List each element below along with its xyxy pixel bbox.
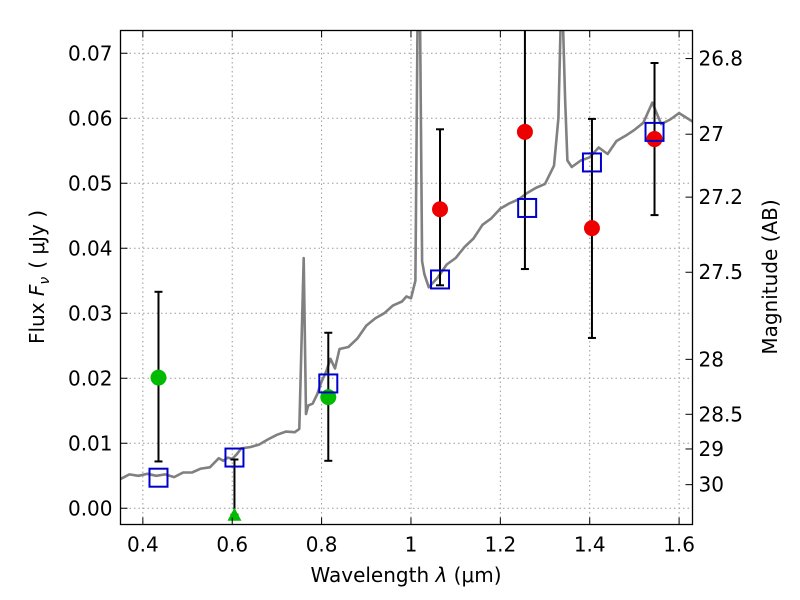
x-tick-label: 0.4 xyxy=(127,533,159,557)
gridlines xyxy=(120,30,693,525)
y-tick-label: 0.06 xyxy=(68,106,113,130)
x-axis-label: Wavelength λ (μm) xyxy=(310,563,501,587)
model-square xyxy=(148,467,169,488)
x-tick-label: 0.6 xyxy=(216,533,248,557)
model-square xyxy=(517,197,538,218)
model-square xyxy=(644,121,665,142)
y2-tick-label: 29 xyxy=(699,437,724,461)
y2-tick-label: 26.8 xyxy=(699,47,744,71)
y-tick-label: 0.01 xyxy=(68,431,113,455)
y2-axis-label: Magnitude (AB) xyxy=(758,199,782,354)
data-point-circle xyxy=(150,369,167,386)
y-tick-label: 0.05 xyxy=(68,171,113,195)
y-tick-label: 0.04 xyxy=(68,236,113,260)
y2-tick-label: 28.5 xyxy=(699,402,744,426)
axis-ticks xyxy=(120,30,693,525)
model-square xyxy=(430,269,451,290)
x-tick-label: 0.8 xyxy=(306,533,338,557)
plot-area xyxy=(120,30,693,521)
y2-tick-label: 28 xyxy=(699,347,724,371)
data-point-circle xyxy=(516,123,533,140)
spectrum-line xyxy=(120,30,693,481)
x-tick-label: 1 xyxy=(405,533,418,557)
y-tick-label: 0.02 xyxy=(68,366,113,390)
data-point-triangle xyxy=(227,507,242,521)
y2-tick-label: 27.5 xyxy=(699,260,744,284)
data-point-circle xyxy=(646,131,663,148)
data-point-circle xyxy=(583,220,600,237)
x-tick-label: 1.6 xyxy=(663,533,695,557)
x-tick-label: 1.4 xyxy=(574,533,606,557)
y-tick-label: 0.07 xyxy=(68,41,113,65)
data-markers xyxy=(148,121,665,521)
y2-tick-label: 27 xyxy=(699,122,724,146)
model-square xyxy=(581,152,602,173)
model-square xyxy=(318,373,339,394)
error-bars xyxy=(154,30,659,516)
y-axis-label: Flux Fν( μJy ) xyxy=(25,210,53,344)
y2-tick-label: 30 xyxy=(699,473,724,497)
tick-labels: 0.4 0.6 0.8 1 1.2 1.4 1.6 0.00 0.01 0.02 0.03 0.04 0… xyxy=(68,41,743,556)
x-tick-label: 1.2 xyxy=(484,533,516,557)
y2-tick-label: 27.2 xyxy=(699,185,744,209)
data-point-circle xyxy=(432,201,449,218)
y-tick-label: 0.00 xyxy=(68,496,113,520)
plot-frame xyxy=(119,29,694,526)
model-square xyxy=(224,447,245,468)
y-tick-label: 0.03 xyxy=(68,301,113,325)
